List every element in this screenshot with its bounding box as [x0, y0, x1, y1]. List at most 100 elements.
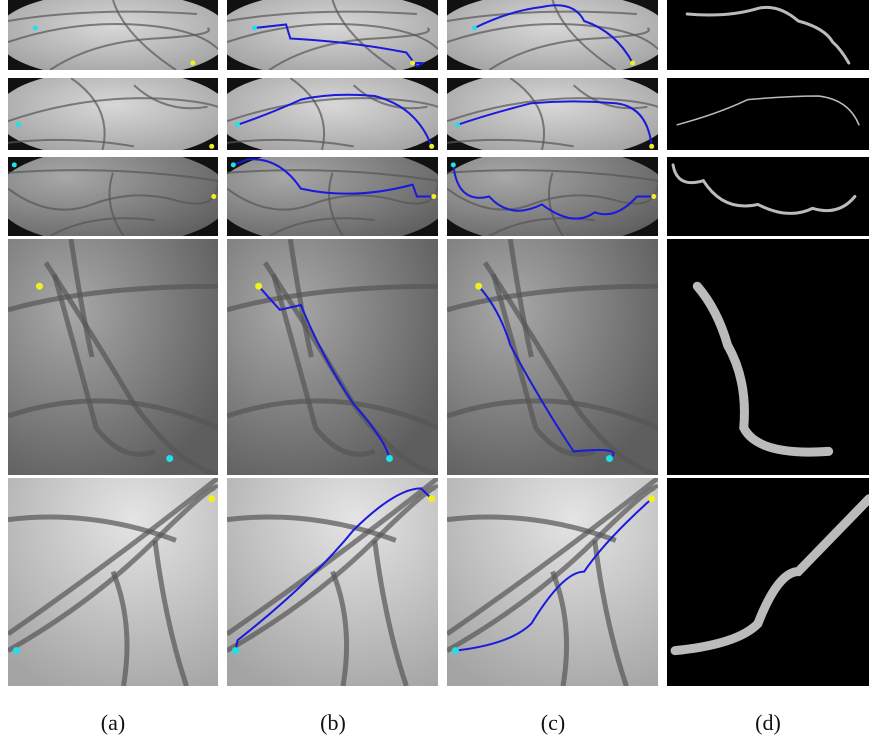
- vessel: [447, 98, 672, 135]
- end-point: [431, 194, 437, 199]
- image-cell: [667, 157, 869, 236]
- vessel: [71, 239, 92, 357]
- start-point: [450, 162, 456, 168]
- vessel: [447, 181, 658, 210]
- end-point: [36, 282, 43, 290]
- image-cell: [227, 478, 438, 686]
- image-cell: [667, 78, 869, 150]
- end-point: [410, 60, 416, 66]
- start-point: [471, 25, 477, 31]
- path-trace: [254, 25, 423, 67]
- start-point: [16, 122, 21, 128]
- path-trace: [238, 95, 432, 147]
- fundus: [227, 157, 438, 236]
- path-trace: [474, 5, 632, 63]
- image-cell: [8, 239, 218, 475]
- vessel: [493, 274, 594, 454]
- vessel: [227, 286, 438, 310]
- vessel: [155, 540, 187, 686]
- vessel: [113, 0, 176, 70]
- vessel-mask: [697, 286, 828, 452]
- vessel: [227, 170, 438, 181]
- vessel: [329, 173, 343, 236]
- image-cell: [227, 157, 438, 236]
- path-trace: [479, 286, 614, 458]
- vessel-mask: [675, 499, 869, 651]
- start-point: [251, 25, 257, 31]
- vessel: [333, 0, 396, 70]
- path-trace: [458, 101, 652, 146]
- end-point: [211, 194, 217, 199]
- path-trace: [455, 499, 651, 651]
- vessel: [50, 28, 209, 70]
- vessel: [71, 78, 105, 150]
- path-trace: [233, 159, 433, 196]
- vessel: [447, 517, 616, 540]
- background: [667, 157, 869, 236]
- image-cell: [227, 239, 438, 475]
- start-point: [166, 454, 174, 462]
- end-point: [649, 143, 655, 149]
- caption: (a): [101, 710, 125, 735]
- image-cell: [8, 0, 218, 70]
- vessel: [8, 478, 218, 634]
- vessel: [113, 572, 127, 686]
- vessel-mask: [687, 7, 849, 63]
- vessel: [227, 517, 396, 540]
- vessel: [227, 478, 438, 634]
- start-point: [230, 162, 236, 168]
- image-cell: [667, 0, 869, 70]
- fundus: [447, 78, 658, 150]
- vessel: [8, 517, 176, 540]
- fundus: [8, 0, 218, 70]
- vessel: [375, 540, 407, 686]
- image-cell: [447, 239, 658, 475]
- image-cell: [8, 78, 232, 150]
- background: [667, 78, 869, 150]
- vessel: [269, 218, 375, 236]
- vessel: [8, 98, 232, 135]
- vessel: [227, 24, 438, 49]
- image-cell: [8, 478, 218, 686]
- fundus: [227, 0, 438, 70]
- background: [667, 239, 869, 475]
- background: [227, 239, 438, 475]
- image-cell: [227, 78, 438, 150]
- path-trace: [235, 488, 431, 650]
- vessel: [574, 85, 648, 108]
- caption: (d): [755, 710, 781, 735]
- vessel: [8, 401, 218, 428]
- image-cell: [447, 0, 658, 70]
- start-point: [235, 122, 241, 128]
- end-point: [475, 282, 483, 290]
- vessel: [8, 286, 218, 310]
- vessel: [595, 540, 627, 686]
- vessel: [489, 28, 649, 70]
- fundus: [8, 78, 218, 150]
- vessel: [273, 274, 374, 454]
- caption: (c): [541, 710, 565, 735]
- start-point: [455, 122, 461, 128]
- end-point: [208, 495, 216, 503]
- vessel: [8, 181, 218, 210]
- image-cell: [227, 0, 438, 70]
- vessel: [8, 487, 218, 651]
- end-point: [648, 495, 656, 503]
- vessel: [553, 0, 616, 70]
- start-point: [385, 454, 393, 462]
- vessel: [50, 218, 155, 236]
- caption: (b): [320, 710, 346, 735]
- end-point: [428, 495, 436, 503]
- vessel: [510, 239, 531, 357]
- vessel: [447, 140, 574, 146]
- vessel: [447, 24, 658, 49]
- path-trace: [259, 286, 390, 458]
- fundus: [447, 157, 658, 236]
- vessel: [227, 140, 354, 146]
- vessel: [447, 12, 637, 21]
- vessel: [447, 478, 658, 634]
- vessel: [110, 173, 124, 236]
- fundus: [8, 157, 218, 236]
